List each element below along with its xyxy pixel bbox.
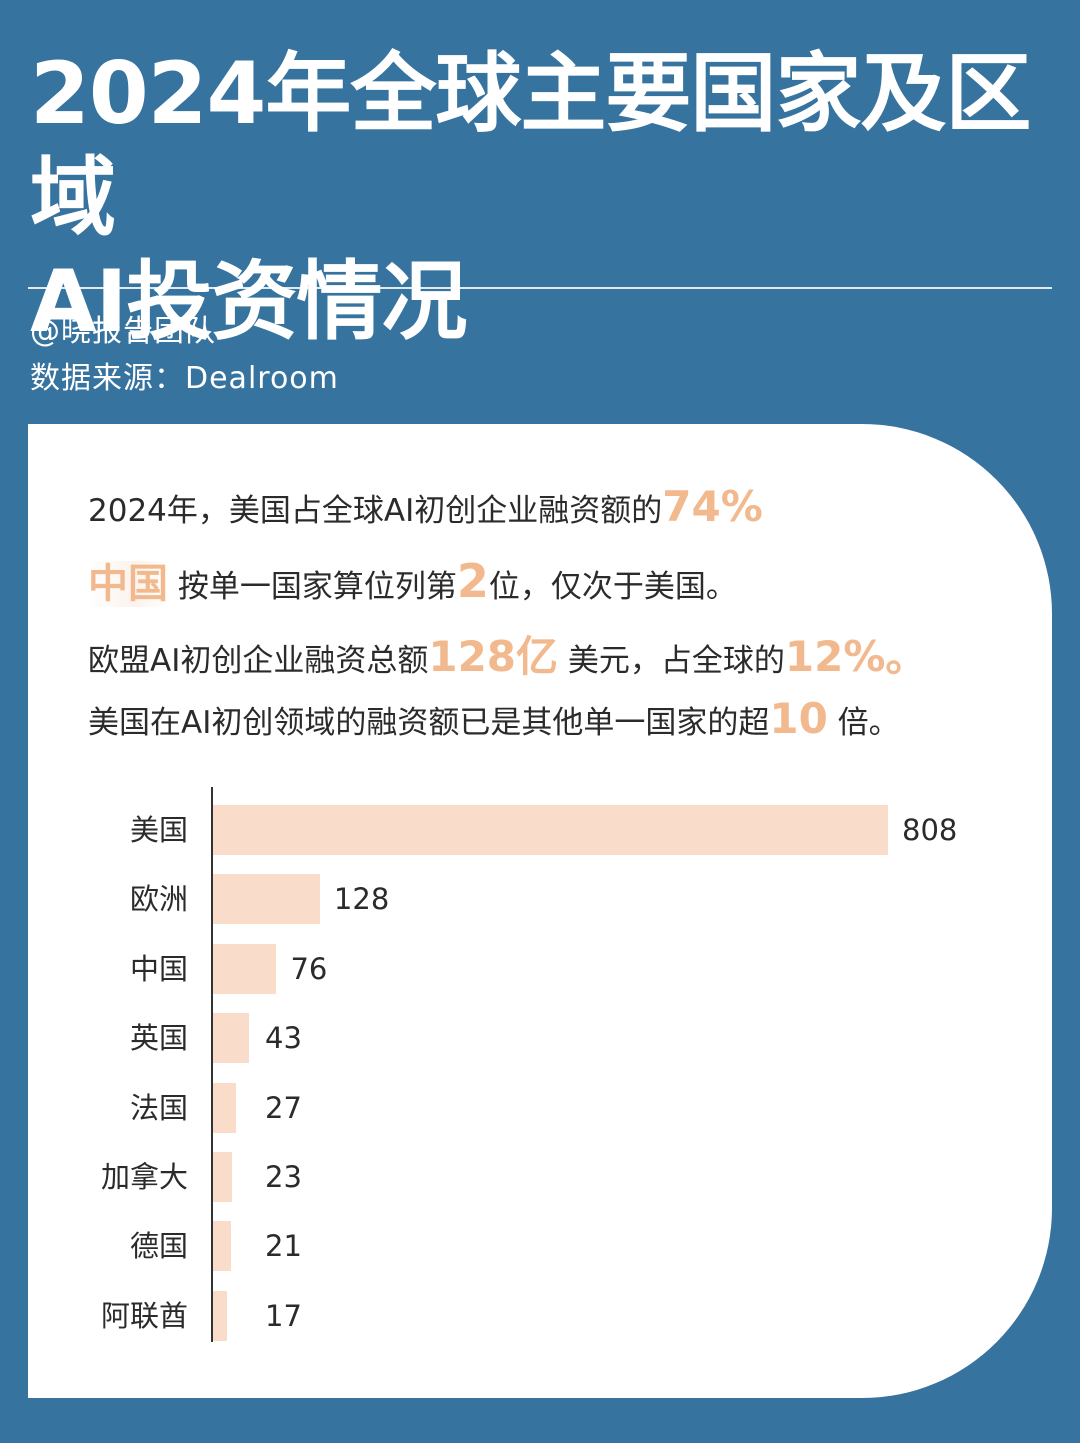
summary-line-2-text-2: 位，仅次于美国。 bbox=[488, 569, 737, 605]
category-label: 美国 bbox=[129, 813, 188, 847]
summary-line-2-highlight-2: 2 bbox=[456, 554, 489, 608]
category-label: 加拿大 bbox=[100, 1160, 188, 1194]
summary-line-2-highlight-1: 中国 bbox=[88, 561, 168, 607]
data-label: 128 bbox=[333, 882, 390, 917]
data-label: 76 bbox=[290, 951, 328, 986]
data-label: 27 bbox=[265, 1090, 302, 1125]
data-label: 17 bbox=[265, 1298, 302, 1333]
summary-line-4: 美国在AI初创领域的融资额已是其他单一国家的超10 倍。 bbox=[88, 694, 900, 743]
category-label: 阿联酋 bbox=[100, 1298, 188, 1333]
title-line-1: 2024年全球主要国家及区域 bbox=[30, 44, 1031, 248]
content-card: 2024年，美国占全球AI初创企业融资额的74% 中国 按单一国家算位列第2位，… bbox=[28, 424, 1052, 1398]
bar bbox=[213, 1013, 249, 1064]
data-label: 43 bbox=[265, 1021, 302, 1056]
chart-y-axis bbox=[211, 787, 213, 1342]
title-line-2: AI投资情况 bbox=[30, 252, 468, 352]
summary-line-3-highlight-1: 128亿 bbox=[428, 632, 559, 681]
bar bbox=[213, 1082, 236, 1133]
bar bbox=[213, 805, 888, 855]
summary-line-4-highlight: 10 bbox=[769, 694, 828, 743]
summary-line-4-text-1: 美国在AI初创领域的融资额已是其他单一国家的超 bbox=[88, 705, 770, 741]
header-divider bbox=[28, 287, 1052, 289]
category-label: 英国 bbox=[129, 1021, 188, 1056]
summary-line-2-text-1: 按单一国家算位列第 bbox=[168, 569, 457, 605]
category-label: 欧洲 bbox=[129, 882, 188, 917]
category-label: 德国 bbox=[129, 1229, 188, 1264]
data-label: 808 bbox=[902, 813, 958, 847]
summary-line-3-text-1: 欧盟AI初创企业融资总额 bbox=[88, 643, 429, 679]
bar bbox=[213, 874, 320, 925]
summary-line-1-text: 2024年，美国占全球AI初创企业融资额的 bbox=[88, 493, 663, 529]
summary-line-2: 中国 按单一国家算位列第2位，仅次于美国。 bbox=[88, 551, 737, 609]
author-label: @晓报告团队 bbox=[30, 314, 216, 349]
data-label: 21 bbox=[265, 1229, 302, 1264]
data-label: 23 bbox=[265, 1160, 302, 1194]
summary-line-4-text-2: 倍。 bbox=[827, 705, 900, 741]
source-label: 数据来源：Dealroom bbox=[30, 361, 339, 396]
bar bbox=[213, 1152, 233, 1202]
page-title: 2024年全球主要国家及区域 AI投资情况 bbox=[30, 42, 1060, 354]
bar bbox=[213, 1290, 228, 1341]
bar bbox=[213, 943, 277, 994]
summary-line-1-highlight: 74% bbox=[662, 482, 763, 531]
summary-line-3: 欧盟AI初创企业融资总额128亿 美元，占全球的12%。 bbox=[88, 623, 927, 684]
bar bbox=[213, 1221, 231, 1272]
summary-line-3-text-2: 美元，占全球的 bbox=[558, 643, 785, 679]
summary-line-3-highlight-2: 12%。 bbox=[784, 632, 928, 681]
category-label: 中国 bbox=[129, 951, 188, 986]
category-label: 法国 bbox=[129, 1090, 188, 1125]
summary-line-1: 2024年，美国占全球AI初创企业融资额的74% bbox=[88, 482, 763, 531]
